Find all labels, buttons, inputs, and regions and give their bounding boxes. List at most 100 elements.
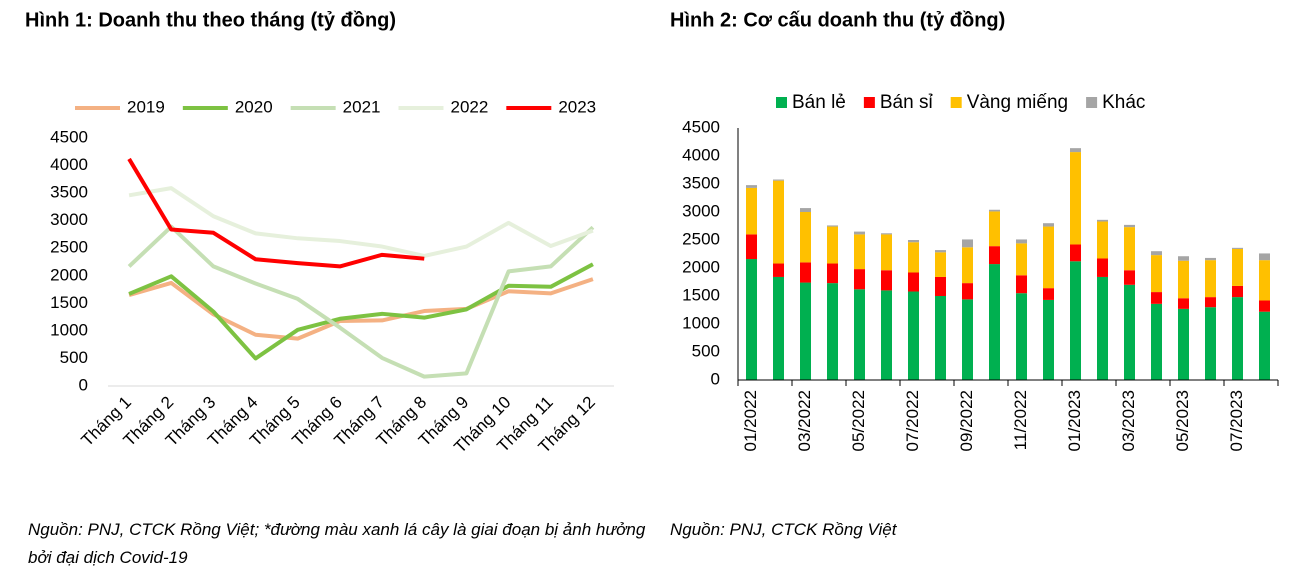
bar-segment	[1232, 297, 1243, 380]
bar-segment	[1259, 253, 1270, 261]
bar-segment	[908, 291, 919, 380]
y-tick-label: 0	[711, 369, 720, 388]
legend-label: Vàng miếng	[967, 92, 1068, 113]
bar-segment	[800, 212, 811, 263]
bar-segment	[773, 179, 784, 181]
x-tick-label: 03/2022	[795, 390, 814, 451]
bar-segment	[989, 211, 1000, 247]
legend-label: Bán lẻ	[792, 92, 846, 113]
x-tick-label: 11/2022	[1011, 390, 1030, 450]
bar-segment	[1043, 288, 1054, 300]
bar-segment	[1205, 260, 1216, 298]
bar-segment	[908, 272, 919, 292]
bar-segment	[1232, 248, 1243, 286]
bar-segment	[1070, 148, 1081, 153]
line-series	[128, 186, 594, 258]
y-tick-label: 2500	[682, 229, 720, 248]
bar-segment	[962, 283, 973, 300]
legend-swatch	[776, 97, 787, 108]
chart-title: Hình 1: Doanh thu theo tháng (tỷ đồng)	[25, 9, 396, 31]
legend-label: 2023	[558, 97, 596, 116]
legend-swatch	[1086, 97, 1098, 108]
bar-segment	[935, 250, 946, 253]
x-tick-label: 09/2022	[957, 390, 976, 451]
line-series	[127, 157, 425, 269]
y-tick-label: 0	[79, 375, 88, 394]
bar-segment	[746, 259, 757, 380]
bar-segment	[1205, 257, 1216, 261]
bar-segment	[800, 262, 811, 283]
source: Nguồn: PNJ, CTCK Rồng Việt	[670, 520, 897, 539]
bar-segment	[962, 239, 973, 248]
bar-segment	[1124, 284, 1135, 380]
bar-segment	[1151, 303, 1162, 380]
bar-segment	[1097, 276, 1108, 380]
line-series	[128, 277, 594, 341]
bar-segment	[1124, 270, 1135, 285]
bar-segment	[1151, 255, 1162, 293]
bar-segment	[1016, 293, 1027, 380]
bar-segment	[1151, 292, 1162, 304]
bar-segment	[854, 269, 865, 290]
bar-segment	[827, 225, 838, 227]
bar-segment	[1070, 152, 1081, 245]
bar-segment	[1097, 219, 1108, 222]
y-tick-label: 4500	[50, 127, 88, 146]
y-tick-label: 500	[60, 348, 88, 367]
bar-segment	[1178, 260, 1189, 299]
line-series	[127, 224, 595, 379]
bar-segment	[1097, 258, 1108, 277]
bar-segment	[854, 231, 865, 235]
bar-segment	[908, 242, 919, 273]
bar-segment	[1043, 223, 1054, 227]
legend-swatch	[863, 97, 875, 108]
bar-segment	[827, 263, 838, 284]
bar-segment	[881, 290, 892, 380]
y-tick-label: 3500	[50, 183, 88, 202]
bar-segment	[935, 252, 946, 277]
bar-segment	[1097, 221, 1108, 259]
legend-label: Khác	[1102, 92, 1145, 113]
bar-segment	[1016, 243, 1027, 276]
bar-segment	[1178, 308, 1189, 380]
bar-segment	[989, 264, 1000, 380]
chart-title: Hình 2: Cơ cấu doanh thu (tỷ đồng)	[670, 9, 1005, 31]
line-series	[128, 262, 594, 361]
bar-segment	[773, 263, 784, 277]
source: Nguồn: PNJ, CTCK Rồng Việt; *đường màu x…	[28, 520, 646, 567]
y-tick-label: 2000	[50, 265, 88, 284]
y-tick-label: 1500	[682, 285, 720, 304]
bar-segment	[881, 233, 892, 235]
bar-segment	[989, 209, 1000, 212]
bar-segment	[1043, 226, 1054, 289]
bar-segment	[1070, 244, 1081, 262]
bar-segment	[962, 247, 973, 284]
bar-segment	[746, 187, 757, 235]
y-tick-label: 500	[692, 341, 720, 360]
bar-segment	[1259, 300, 1270, 312]
bar-segment	[1259, 311, 1270, 380]
x-tick-label: 05/2023	[1173, 390, 1192, 451]
bar-segment	[1178, 298, 1189, 309]
y-tick-label: 2000	[682, 257, 720, 276]
y-tick-label: 3000	[50, 210, 88, 229]
bar-segment	[881, 234, 892, 271]
bar-segment	[854, 234, 865, 270]
bar-segment	[854, 289, 865, 380]
bar-segment	[773, 276, 784, 380]
y-tick-label: 1000	[50, 320, 88, 339]
x-tick-label: 07/2023	[1227, 390, 1246, 451]
bar-segment	[746, 185, 757, 188]
x-tick-label: 03/2023	[1119, 390, 1138, 451]
legend-label: 2019	[127, 97, 165, 116]
bar-segment	[1232, 285, 1243, 298]
y-tick-label: 3500	[682, 173, 720, 192]
bar-segment	[935, 276, 946, 296]
bar-segment	[1070, 261, 1081, 380]
bar-segment	[1205, 297, 1216, 308]
bar-segment	[1016, 275, 1027, 294]
legend-label: Bán sỉ	[880, 92, 934, 113]
bar-segment	[1151, 251, 1162, 256]
bar-segment	[1205, 307, 1216, 380]
